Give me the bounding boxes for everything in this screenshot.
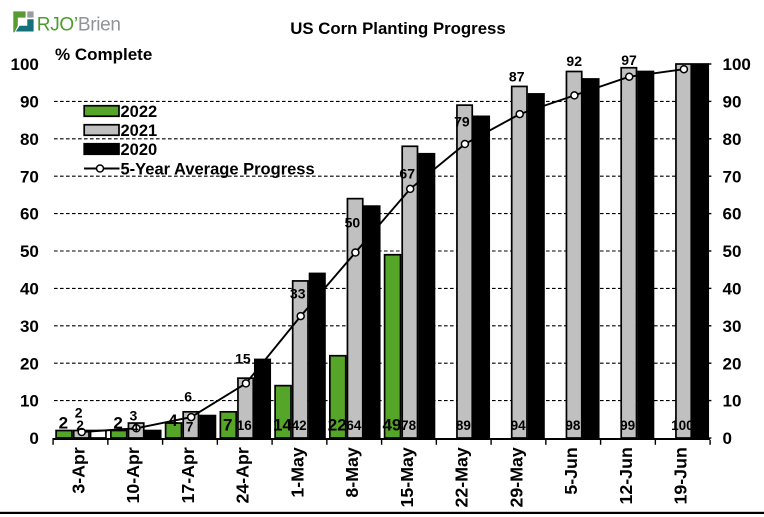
svg-text:78: 78 bbox=[401, 418, 417, 433]
svg-text:% Complete: % Complete bbox=[55, 45, 152, 64]
svg-text:60: 60 bbox=[723, 205, 742, 224]
svg-text:50: 50 bbox=[723, 242, 742, 261]
svg-text:97: 97 bbox=[621, 52, 637, 68]
svg-text:50: 50 bbox=[345, 214, 361, 230]
svg-text:10: 10 bbox=[20, 392, 39, 411]
svg-text:50: 50 bbox=[20, 242, 39, 261]
svg-text:89: 89 bbox=[456, 418, 471, 433]
svg-text:67: 67 bbox=[399, 165, 415, 181]
svg-text:RJO’Brien: RJO’Brien bbox=[37, 14, 121, 35]
svg-text:6: 6 bbox=[184, 389, 192, 405]
svg-text:2: 2 bbox=[75, 404, 83, 420]
svg-text:98: 98 bbox=[565, 418, 581, 433]
svg-text:15-May: 15-May bbox=[397, 447, 417, 507]
svg-text:90: 90 bbox=[723, 93, 742, 112]
svg-text:2: 2 bbox=[59, 414, 68, 433]
svg-text:2022: 2022 bbox=[121, 103, 158, 121]
svg-text:24-Apr: 24-Apr bbox=[233, 447, 253, 503]
svg-text:20: 20 bbox=[20, 354, 39, 373]
svg-text:5-Jun: 5-Jun bbox=[561, 447, 581, 494]
svg-text:33: 33 bbox=[290, 285, 306, 301]
svg-text:79: 79 bbox=[454, 114, 470, 130]
svg-text:100: 100 bbox=[671, 418, 694, 433]
svg-text:14: 14 bbox=[273, 416, 292, 435]
svg-text:49: 49 bbox=[382, 416, 401, 435]
svg-text:2: 2 bbox=[113, 414, 122, 433]
svg-text:87: 87 bbox=[509, 69, 525, 85]
svg-text:99: 99 bbox=[620, 418, 635, 433]
svg-text:3: 3 bbox=[130, 407, 138, 423]
svg-text:80: 80 bbox=[723, 130, 742, 149]
svg-text:17-Apr: 17-Apr bbox=[178, 447, 198, 503]
svg-text:2020: 2020 bbox=[121, 141, 158, 159]
svg-text:60: 60 bbox=[20, 205, 39, 224]
svg-text:80: 80 bbox=[20, 130, 39, 149]
svg-text:40: 40 bbox=[20, 280, 39, 299]
svg-text:64: 64 bbox=[346, 418, 362, 433]
svg-text:2: 2 bbox=[76, 418, 84, 433]
svg-text:4: 4 bbox=[131, 420, 139, 435]
svg-text:90: 90 bbox=[20, 93, 39, 112]
svg-text:US Corn Planting Progress: US Corn Planting Progress bbox=[290, 19, 505, 38]
svg-text:0: 0 bbox=[29, 429, 38, 448]
svg-text:8-May: 8-May bbox=[342, 447, 362, 498]
svg-text:12-Jun: 12-Jun bbox=[616, 447, 636, 504]
svg-text:10: 10 bbox=[723, 392, 742, 411]
svg-text:2021: 2021 bbox=[121, 122, 158, 140]
svg-text:19-Jun: 19-Jun bbox=[671, 447, 691, 504]
svg-text:22-May: 22-May bbox=[452, 447, 472, 507]
svg-text:92: 92 bbox=[566, 53, 582, 69]
svg-text:42: 42 bbox=[292, 418, 307, 433]
svg-text:30: 30 bbox=[723, 317, 742, 336]
svg-text:10-Apr: 10-Apr bbox=[123, 447, 143, 503]
svg-text:20: 20 bbox=[723, 354, 742, 373]
svg-text:100: 100 bbox=[11, 55, 39, 74]
svg-text:16: 16 bbox=[237, 418, 253, 433]
svg-text:5-Year Average Progress: 5-Year Average Progress bbox=[121, 161, 315, 179]
svg-text:30: 30 bbox=[20, 317, 39, 336]
svg-text:7: 7 bbox=[186, 420, 194, 435]
svg-text:15: 15 bbox=[235, 351, 251, 367]
svg-text:100: 100 bbox=[723, 55, 751, 74]
svg-text:7: 7 bbox=[223, 416, 232, 435]
svg-text:94: 94 bbox=[511, 418, 527, 433]
svg-text:70: 70 bbox=[20, 167, 39, 186]
svg-text:0: 0 bbox=[723, 429, 732, 448]
svg-text:4: 4 bbox=[168, 411, 178, 430]
svg-text:70: 70 bbox=[723, 167, 742, 186]
svg-text:22: 22 bbox=[328, 416, 347, 435]
svg-text:3-Apr: 3-Apr bbox=[68, 447, 88, 494]
svg-text:1-May: 1-May bbox=[287, 447, 307, 498]
svg-text:40: 40 bbox=[723, 280, 742, 299]
svg-text:29-May: 29-May bbox=[506, 447, 526, 507]
